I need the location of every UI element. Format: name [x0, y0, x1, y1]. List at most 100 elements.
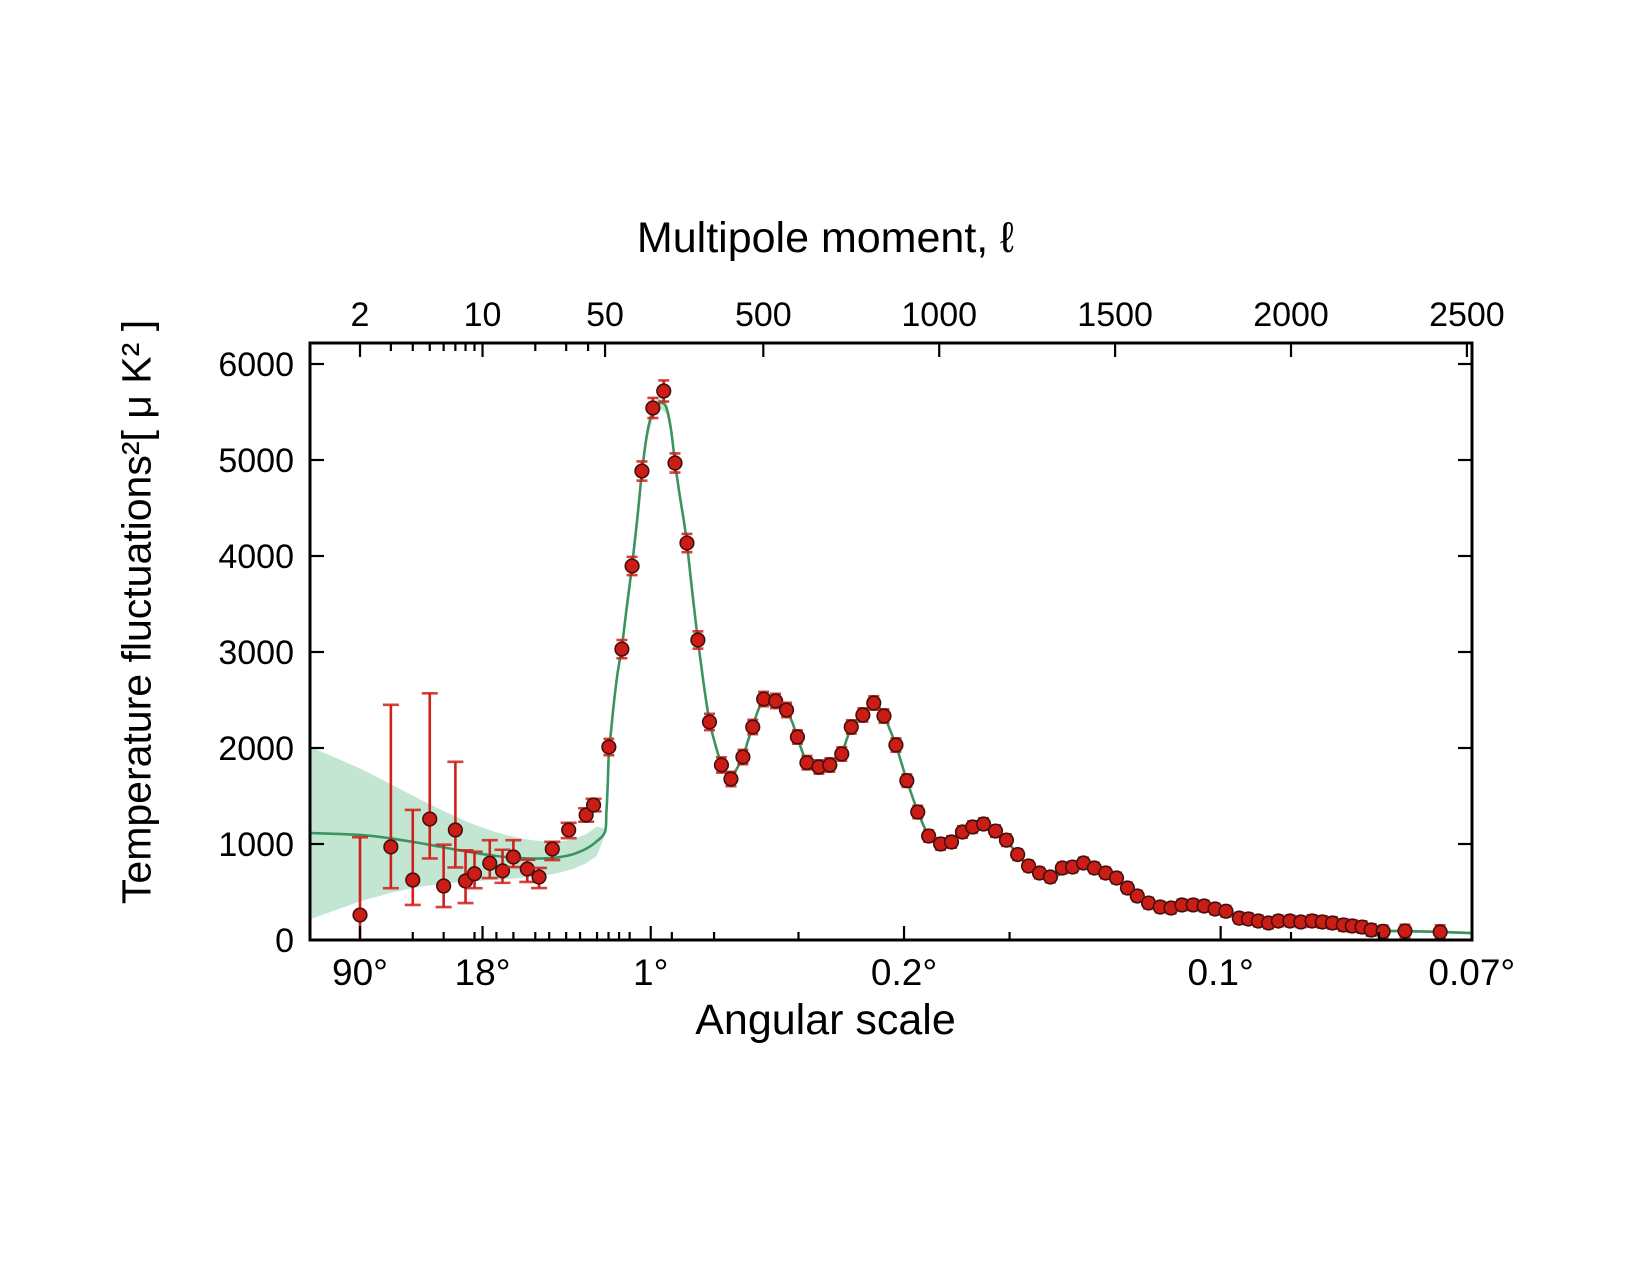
- data-point-group: [735, 748, 751, 766]
- data-point: [768, 693, 784, 709]
- data-point: [1119, 880, 1136, 896]
- data-point: [789, 729, 806, 745]
- top-axis-tick-label: 1000: [901, 296, 977, 334]
- data-point: [436, 878, 452, 894]
- data-point: [466, 866, 483, 882]
- data-point: [634, 463, 650, 479]
- data-point: [585, 797, 602, 813]
- data-point: [723, 771, 739, 787]
- data-point-group: [624, 555, 640, 577]
- data-point-group: [888, 737, 904, 754]
- data-point: [1108, 870, 1125, 886]
- data-point-group: [667, 452, 683, 474]
- data-point-group: [382, 703, 399, 890]
- data-point-group: [585, 797, 602, 813]
- data-point-group: [843, 718, 859, 735]
- data-point: [601, 739, 617, 755]
- bottom-axis-tick-label: 0.1°: [1188, 952, 1254, 993]
- y-axis-tick-label: 4000: [218, 538, 294, 576]
- y-axis-tick-label: 6000: [218, 346, 294, 384]
- data-point-group: [778, 701, 795, 719]
- data-point: [667, 455, 683, 471]
- data-point-group: [614, 638, 630, 660]
- data-point-group: [481, 838, 498, 880]
- data-point-group: [1129, 888, 1145, 904]
- y-axis-tick-label: 5000: [218, 442, 294, 480]
- top-axis-tick-label: 500: [735, 296, 792, 334]
- data-point-group: [799, 754, 815, 771]
- data-point-group: [1140, 895, 1157, 911]
- data-point: [910, 804, 926, 820]
- data-point: [855, 707, 871, 723]
- data-point: [690, 632, 706, 648]
- data-point-group: [1314, 914, 1330, 930]
- data-point: [987, 823, 1004, 839]
- data-point: [1218, 903, 1234, 919]
- data-point-group: [723, 770, 739, 788]
- data-point-group: [834, 745, 850, 762]
- data-point-group: [855, 706, 871, 723]
- data-point-group: [435, 843, 452, 909]
- data-point-group: [679, 532, 695, 554]
- data-point-group: [822, 756, 838, 774]
- y-axis-tick-label: 0: [275, 922, 294, 960]
- bottom-axis-tick-label: 0.07°: [1428, 952, 1515, 993]
- bottom-axis-tick-label: 0.2°: [871, 952, 937, 993]
- data-point-group: [466, 850, 483, 890]
- top-axis-title: Multipole moment, ℓ: [636, 214, 1015, 262]
- data-point-group: [531, 866, 548, 890]
- data-point: [679, 535, 695, 551]
- data-point-group: [544, 840, 561, 862]
- data-point: [943, 834, 960, 850]
- bottom-axis-tick-label: 18°: [455, 952, 511, 993]
- data-point-group: [701, 712, 718, 732]
- data-point: [531, 869, 547, 885]
- data-point-group: [645, 396, 661, 420]
- data-point: [834, 746, 850, 762]
- data-point: [422, 811, 438, 827]
- data-point-group: [943, 834, 960, 850]
- data-point-group: [519, 858, 536, 884]
- data-point-group: [1185, 897, 1201, 913]
- data-point: [482, 855, 498, 871]
- data-point-group: [745, 718, 761, 736]
- bottom-axis-tick-label: 1°: [633, 952, 668, 993]
- theory-curve: [310, 401, 1472, 935]
- bottom-axis-title: Angular scale: [695, 996, 956, 1044]
- data-point-group: [1152, 899, 1168, 915]
- data-point-group: [899, 773, 915, 789]
- data-point-group: [601, 737, 617, 757]
- data-point-group: [1304, 913, 1320, 929]
- data-point-group: [560, 821, 577, 840]
- data-point-group: [447, 760, 464, 869]
- data-point-group: [756, 690, 772, 708]
- data-point-group: [998, 832, 1015, 848]
- data-point: [656, 383, 672, 399]
- data-point: [921, 828, 937, 844]
- top-axis-tick-label: 1500: [1077, 296, 1153, 334]
- data-point: [352, 907, 368, 923]
- data-point-group: [921, 828, 937, 844]
- data-point: [383, 839, 399, 855]
- data-point: [745, 719, 761, 735]
- data-point: [1129, 888, 1145, 904]
- data-point: [1042, 869, 1058, 885]
- data-point-group: [1363, 922, 1379, 938]
- y-axis-tick-label: 1000: [218, 826, 294, 864]
- data-point: [561, 822, 577, 838]
- data-point-group: [866, 694, 882, 711]
- top-axis-tick-label: 2000: [1253, 296, 1329, 334]
- data-point: [876, 708, 892, 724]
- data-point: [1010, 846, 1026, 863]
- data-point-group: [690, 630, 706, 650]
- data-point-group: [1218, 903, 1234, 919]
- data-point-group: [1432, 924, 1448, 941]
- y-axis-tick-label: 2000: [218, 730, 294, 768]
- data-point: [822, 757, 838, 773]
- data-point: [843, 719, 859, 735]
- data-point-group: [1119, 880, 1136, 896]
- data-point: [624, 558, 640, 574]
- data-point: [645, 400, 661, 416]
